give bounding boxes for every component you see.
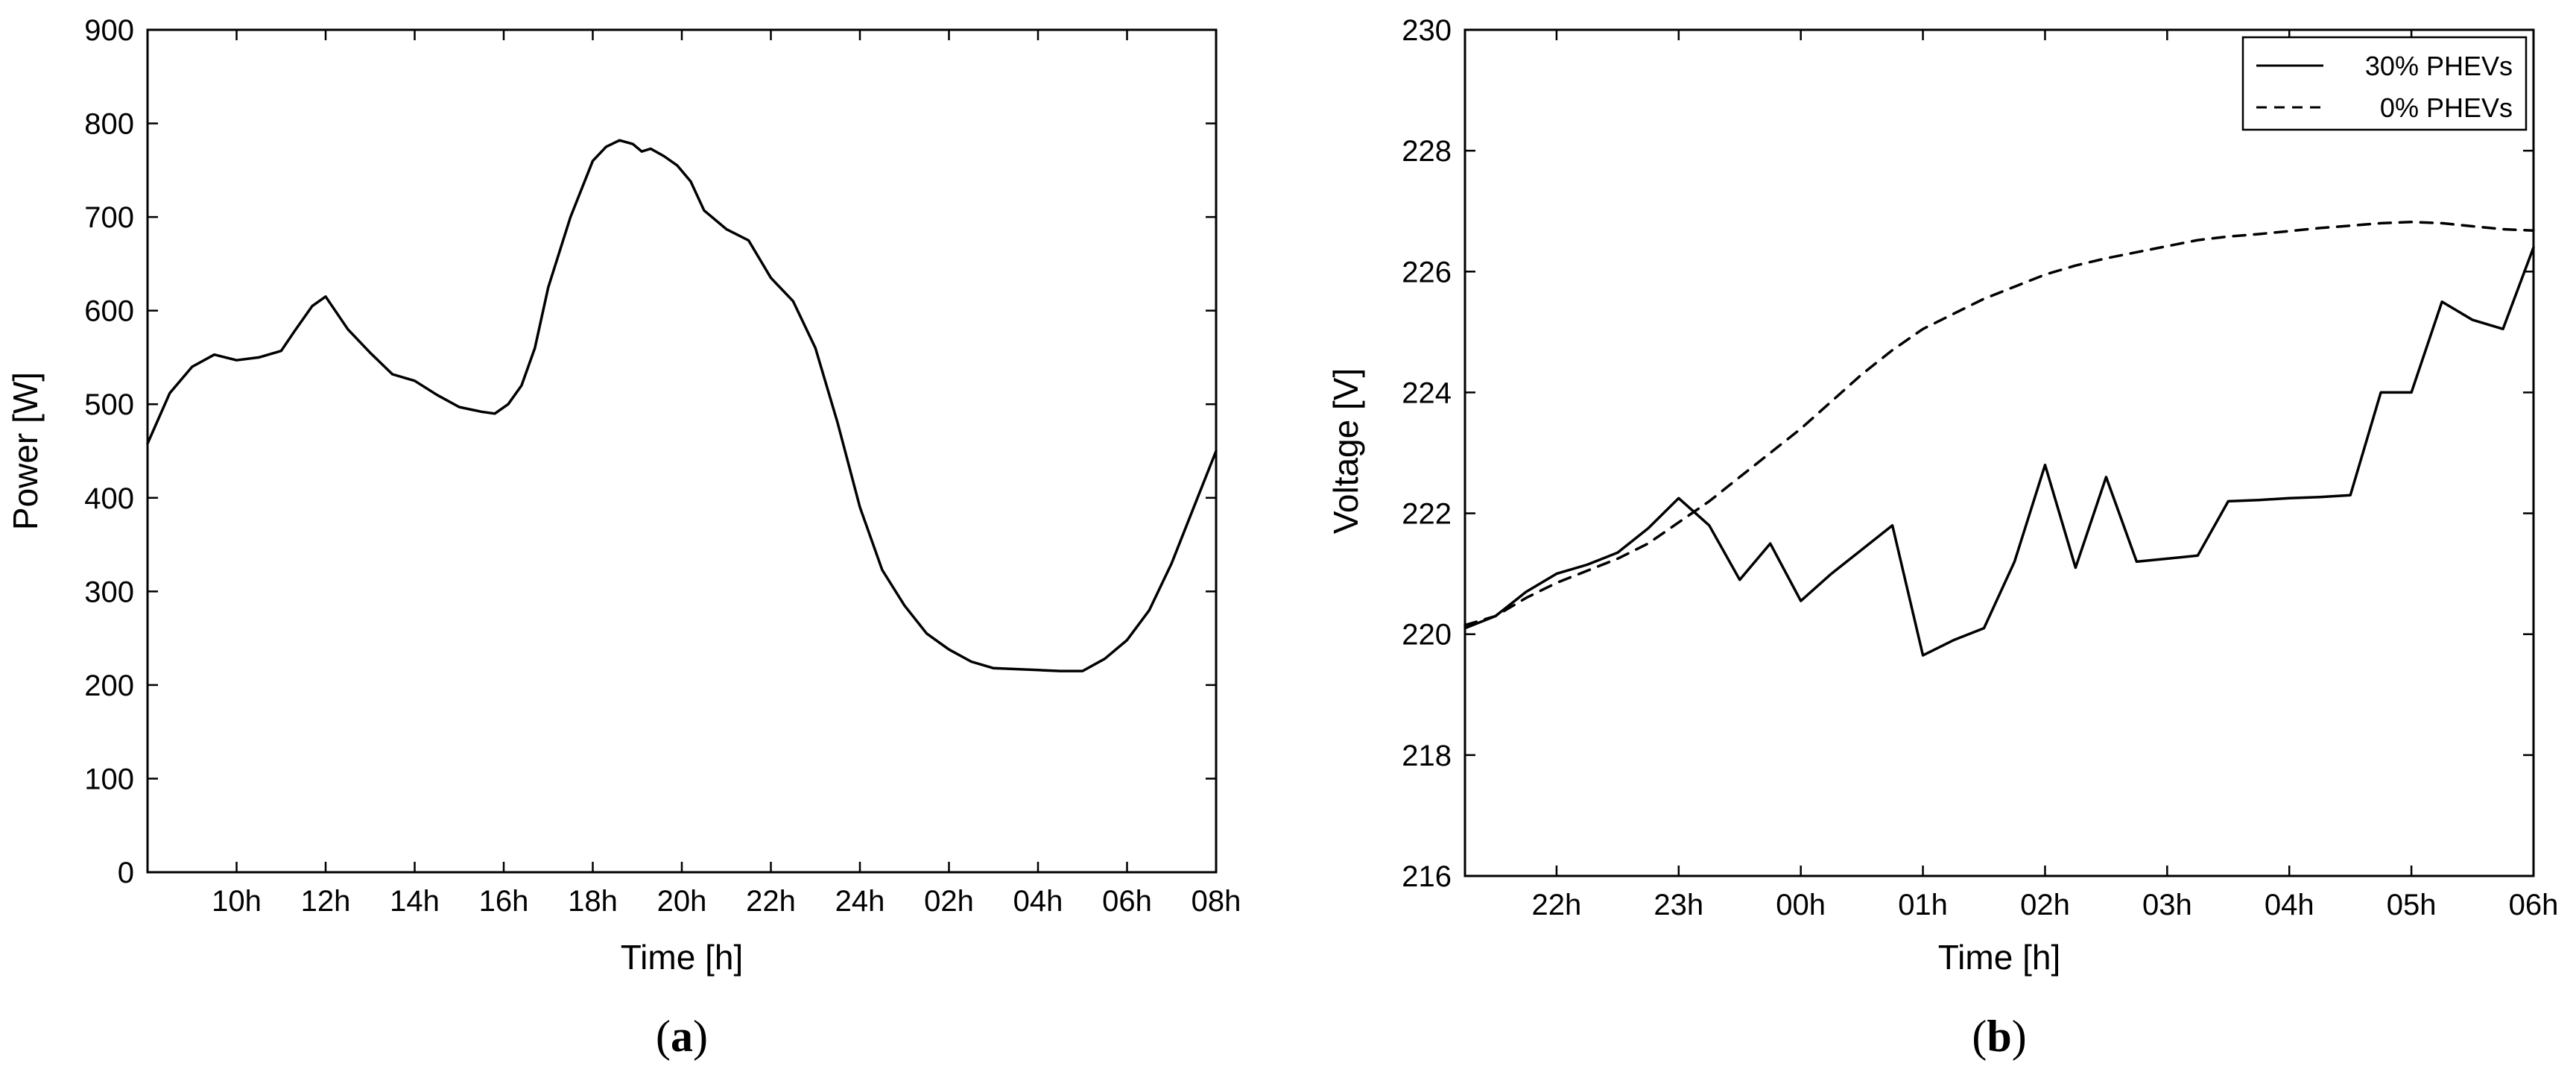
chart-b-plot-frame	[1463, 28, 2535, 877]
chart-b-legend: 30% PHEVs 0% PHEVs	[2241, 36, 2528, 131]
y-tick-label: 800	[84, 108, 134, 141]
x-tick-label: 01h	[1898, 889, 1948, 921]
chart-b-y-ticks: 216 218 220 222 224 226 228 230	[1402, 14, 2534, 893]
chart-a-x-axis-label: Time [h]	[621, 938, 743, 977]
y-tick-label: 100	[84, 763, 134, 795]
x-tick-label: 04h	[2265, 889, 2314, 921]
x-tick-label: 14h	[390, 885, 440, 918]
x-tick-label: 18h	[568, 885, 618, 918]
chart-a-y-ticks: 0 100 200 300 400 500 600 700 800 900	[84, 14, 1216, 889]
x-tick-label: 12h	[301, 885, 351, 918]
y-tick-label: 224	[1402, 376, 1452, 409]
y-tick-label: 500	[84, 388, 134, 421]
chart-a-series	[146, 139, 1218, 672]
chart-b-series	[1463, 221, 2535, 657]
y-tick-label: 230	[1402, 14, 1452, 47]
series-line-1-1	[1463, 221, 2535, 627]
x-tick-label: 05h	[2387, 889, 2437, 921]
x-tick-label: 03h	[2142, 889, 2192, 921]
x-tick-label: 06h	[2509, 889, 2559, 921]
x-tick-label: 04h	[1013, 885, 1063, 918]
series-line-1-0	[1463, 246, 2535, 657]
y-tick-label: 220	[1402, 619, 1452, 652]
x-tick-label: 00h	[1776, 889, 1826, 921]
legend-label-30-phevs: 30% PHEVs	[2365, 51, 2513, 81]
y-tick-label: 300	[84, 576, 134, 608]
chart-a-plot-frame	[146, 28, 1218, 874]
series-line-0-0	[146, 139, 1218, 672]
x-tick-label: 06h	[1102, 885, 1152, 918]
y-tick-label: 222	[1402, 498, 1452, 531]
x-tick-label: 22h	[1532, 889, 1582, 921]
y-tick-label: 900	[84, 14, 134, 47]
y-tick-label: 400	[84, 482, 134, 515]
chart-b-y-axis-label: Voltage [V]	[1326, 368, 1365, 535]
x-tick-label: 20h	[657, 885, 707, 918]
legend-box	[2241, 36, 2528, 131]
x-tick-label: 02h	[2020, 889, 2070, 921]
x-tick-label: 02h	[924, 885, 974, 918]
chart-a-panel-label: (a)	[656, 1012, 708, 1061]
x-tick-label: 24h	[835, 885, 885, 918]
chart-b: 216 218 220 222 224 226 228 230 22h 23h 00h 01h 02h…	[1326, 14, 2558, 1061]
x-tick-label: 10h	[212, 885, 262, 918]
legend-label-0-phevs: 0% PHEVs	[2380, 92, 2513, 123]
chart-b-x-ticks: 22h 23h 00h 01h 02h 03h 04h 05h 06h	[1532, 30, 2559, 921]
y-tick-label: 218	[1402, 740, 1452, 772]
x-tick-label: 22h	[746, 885, 796, 918]
chart-b-panel-label: (b)	[1972, 1012, 2026, 1061]
x-tick-label: 16h	[479, 885, 529, 918]
y-tick-label: 228	[1402, 135, 1452, 168]
y-tick-label: 200	[84, 669, 134, 702]
y-tick-label: 216	[1402, 860, 1452, 893]
x-tick-label: 08h	[1192, 885, 1241, 918]
chart-a-x-ticks: 10h 12h 14h 16h 18h 20h 22h 24h 02h 04h 06h 08h	[212, 30, 1241, 918]
y-tick-label: 0	[118, 857, 134, 889]
y-tick-label: 700	[84, 201, 134, 234]
y-tick-label: 600	[84, 295, 134, 328]
y-tick-label: 226	[1402, 256, 1452, 289]
chart-b-x-axis-label: Time [h]	[1938, 938, 2060, 977]
chart-a: 0 100 200 300 400 500 600 700 800 900 10h 12h 14h 16…	[6, 14, 1241, 1061]
x-tick-label: 23h	[1653, 889, 1703, 921]
chart-a-y-axis-label: Power [W]	[6, 372, 45, 530]
